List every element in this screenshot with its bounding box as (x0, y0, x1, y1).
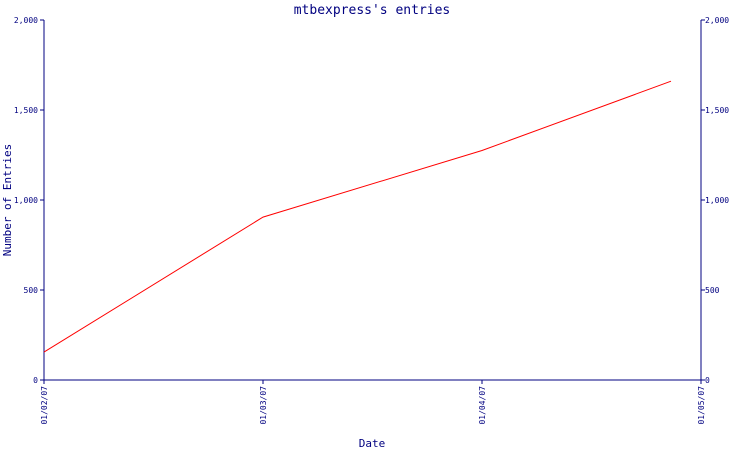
x-tick-label: 01/04/07 (478, 386, 487, 425)
y-ticks-right: 0 500 1,000 1,500 2,000 (701, 16, 729, 385)
x-ticks: 01/02/07 01/03/07 01/04/07 01/05/07 (40, 380, 706, 425)
y-tick-label-right: 2,000 (705, 16, 729, 25)
x-tick-label: 01/03/07 (259, 386, 268, 425)
y-tick-label-left: 0 (33, 376, 38, 385)
x-axis-label: Date (359, 437, 386, 450)
y-tick-label-right: 1,000 (705, 196, 729, 205)
y-axis-label: Number of Entries (1, 144, 14, 257)
y-tick-label-left: 2,000 (14, 16, 38, 25)
y-ticks-left: 0 500 1,000 1,500 2,000 (14, 16, 44, 385)
y-tick-label-left: 1,000 (14, 196, 38, 205)
y-tick-label-left: 500 (24, 286, 39, 295)
x-tick-label: 01/05/07 (697, 386, 706, 425)
series-group (43, 80, 672, 353)
y-tick-label-right: 0 (705, 376, 710, 385)
y-tick-label-right: 1,500 (705, 106, 729, 115)
y-tick-label-right: 500 (705, 286, 720, 295)
axes (43, 20, 702, 381)
chart-title: mtbexpress's entries (294, 3, 451, 18)
x-tick-label: 01/02/07 (40, 386, 49, 425)
y-tick-label-left: 1,500 (14, 106, 38, 115)
series-line-0 (43, 80, 672, 353)
